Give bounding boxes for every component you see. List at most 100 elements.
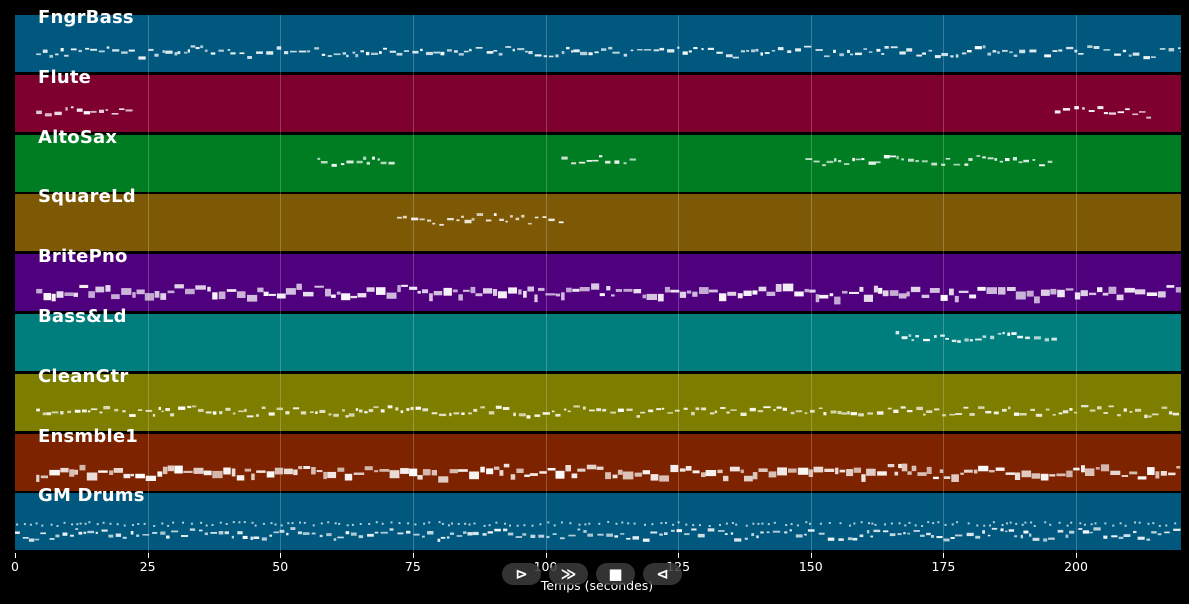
rewind-button[interactable]: ⊲ bbox=[643, 563, 682, 585]
note bbox=[679, 291, 687, 299]
x-tick-label: 175 bbox=[931, 559, 956, 574]
note bbox=[311, 466, 316, 474]
note bbox=[1157, 533, 1162, 536]
note bbox=[583, 406, 586, 410]
note bbox=[274, 523, 277, 526]
note bbox=[751, 49, 755, 53]
note bbox=[982, 155, 986, 158]
note bbox=[36, 53, 41, 56]
note bbox=[1137, 475, 1147, 480]
note bbox=[88, 291, 95, 299]
note bbox=[95, 532, 98, 535]
note bbox=[114, 408, 119, 412]
note bbox=[336, 291, 341, 295]
note bbox=[422, 536, 425, 538]
note bbox=[293, 407, 300, 410]
note bbox=[561, 292, 565, 301]
note bbox=[876, 48, 881, 52]
note bbox=[1014, 412, 1020, 416]
note bbox=[766, 531, 770, 534]
note bbox=[1031, 472, 1041, 479]
note bbox=[698, 524, 701, 527]
note bbox=[951, 523, 954, 526]
note bbox=[356, 160, 363, 163]
stop-button[interactable]: ■ bbox=[596, 563, 635, 585]
note bbox=[494, 466, 500, 470]
note bbox=[1168, 48, 1175, 52]
note bbox=[901, 463, 908, 471]
note bbox=[198, 408, 204, 412]
note bbox=[714, 410, 718, 413]
note bbox=[1021, 470, 1032, 477]
note bbox=[813, 160, 820, 162]
note bbox=[907, 533, 911, 535]
note bbox=[771, 50, 776, 52]
note bbox=[493, 289, 498, 297]
note bbox=[1087, 45, 1093, 48]
note bbox=[503, 528, 508, 532]
note bbox=[23, 523, 26, 526]
note bbox=[683, 407, 688, 410]
note bbox=[36, 474, 40, 482]
note bbox=[606, 286, 611, 291]
x-tick bbox=[545, 553, 547, 558]
x-tick bbox=[147, 553, 149, 558]
note bbox=[623, 289, 633, 292]
note bbox=[949, 413, 956, 416]
note bbox=[858, 412, 864, 417]
note bbox=[239, 52, 245, 55]
note bbox=[640, 411, 646, 414]
note bbox=[943, 538, 950, 542]
track-lane: AltoSax bbox=[15, 127, 1181, 192]
note bbox=[494, 529, 501, 532]
note bbox=[457, 523, 460, 526]
note bbox=[174, 465, 183, 474]
note bbox=[764, 52, 770, 54]
note bbox=[597, 534, 604, 536]
note bbox=[144, 293, 155, 301]
note bbox=[920, 535, 925, 538]
note bbox=[784, 531, 788, 534]
note bbox=[566, 287, 572, 293]
note bbox=[417, 291, 421, 294]
note bbox=[897, 533, 902, 536]
note bbox=[1044, 54, 1051, 58]
note bbox=[136, 289, 145, 295]
note bbox=[615, 289, 622, 293]
note bbox=[276, 46, 282, 50]
note bbox=[327, 471, 337, 478]
track-name: CleanGtr bbox=[38, 365, 129, 387]
note bbox=[276, 407, 283, 410]
note bbox=[177, 51, 181, 55]
note bbox=[1033, 525, 1036, 528]
note bbox=[672, 524, 675, 527]
note bbox=[412, 50, 419, 54]
note bbox=[190, 45, 196, 48]
note bbox=[623, 53, 628, 57]
x-tick bbox=[1076, 553, 1077, 558]
note bbox=[606, 533, 613, 538]
note bbox=[1147, 466, 1155, 475]
note bbox=[1074, 49, 1078, 53]
note bbox=[648, 409, 654, 412]
note bbox=[921, 294, 930, 299]
note bbox=[236, 474, 245, 481]
note bbox=[956, 521, 959, 524]
note bbox=[403, 50, 409, 52]
note bbox=[804, 534, 807, 536]
note bbox=[388, 161, 395, 165]
note bbox=[734, 538, 742, 542]
note bbox=[729, 466, 740, 471]
note bbox=[1047, 160, 1053, 163]
fast-forward-button[interactable]: ≫ bbox=[549, 563, 588, 585]
note bbox=[227, 49, 231, 51]
note bbox=[863, 294, 873, 303]
note bbox=[1025, 336, 1030, 340]
note bbox=[493, 50, 498, 52]
note bbox=[1062, 409, 1069, 414]
note bbox=[87, 531, 95, 534]
note bbox=[1040, 473, 1049, 481]
play-button[interactable]: ⊳ bbox=[502, 563, 541, 585]
track-lane: Bass&Ld bbox=[15, 306, 1181, 371]
note bbox=[732, 56, 739, 59]
